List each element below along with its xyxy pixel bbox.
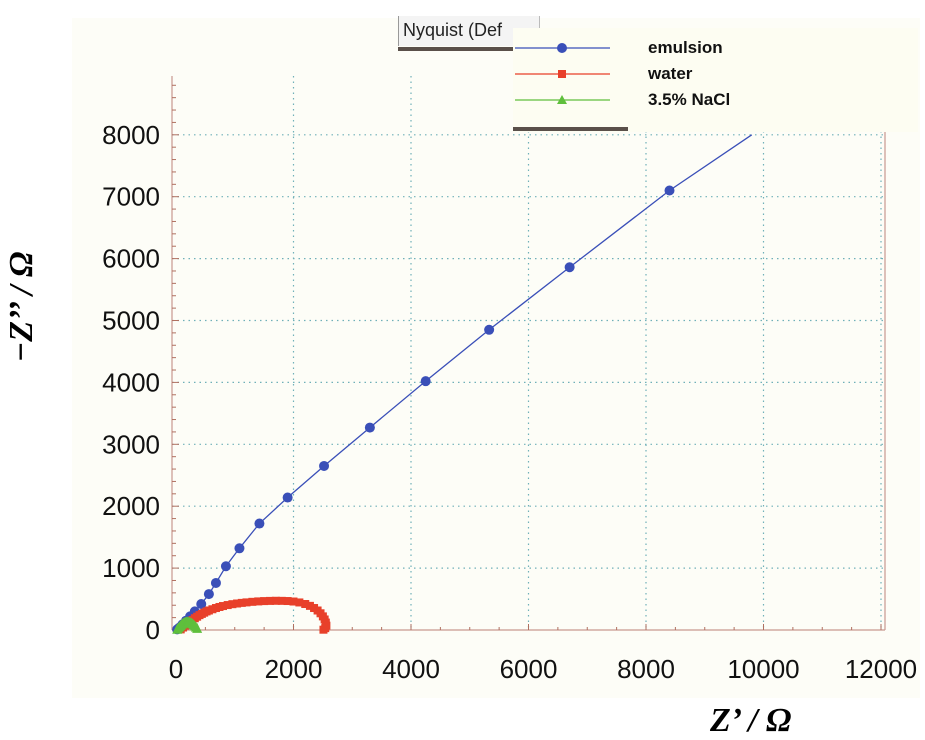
data-point-emulsion	[664, 185, 675, 196]
y-axis-title: −Z’’ / Ω	[3, 251, 40, 363]
chart-title-underline	[398, 47, 530, 51]
data-point-water	[289, 597, 298, 606]
data-point-emulsion	[282, 492, 293, 503]
y-tick-label: 6000	[102, 244, 160, 274]
legend-underline	[513, 127, 628, 131]
data-point-emulsion	[196, 599, 207, 610]
y-axis-title-wrap: −Z’’ / Ω	[2, 252, 42, 363]
chart-title: Nyquist (Def	[398, 16, 540, 46]
data-point-water	[223, 601, 232, 610]
data-point-water	[219, 602, 227, 611]
x-tick-label: 12000	[845, 654, 917, 684]
y-tick-label: 2000	[102, 491, 160, 521]
data-point-water	[277, 596, 286, 605]
data-point-emulsion	[254, 518, 265, 529]
data-point-water	[228, 600, 237, 609]
data-point-emulsion	[234, 543, 245, 554]
legend-swatch-emulsion	[515, 43, 610, 53]
data-point-water	[237, 598, 246, 607]
legend-label-emulsion: emulsion	[648, 38, 723, 57]
data-point-water	[271, 596, 280, 605]
data-point-water	[295, 598, 304, 607]
x-tick-label: 10000	[727, 654, 799, 684]
data-point-water	[248, 597, 257, 606]
y-tick-label: 5000	[102, 306, 160, 336]
data-point-emulsion	[220, 561, 231, 572]
x-tick-label: 4000	[382, 654, 440, 684]
y-tick-label: 4000	[102, 367, 160, 397]
data-point-emulsion	[420, 376, 431, 387]
data-point-emulsion	[364, 422, 375, 433]
legend-item-water: water	[513, 62, 918, 88]
data-point-water	[319, 625, 328, 634]
data-point-emulsion	[210, 577, 221, 588]
y-tick-label: 8000	[102, 120, 160, 150]
y-tick-label: 3000	[102, 429, 160, 459]
data-point-emulsion	[203, 589, 214, 600]
y-tick-label: 0	[146, 615, 160, 645]
data-point-water	[260, 597, 269, 606]
data-point-water	[254, 597, 263, 606]
x-tick-label: 2000	[265, 654, 323, 684]
data-point-water	[301, 600, 310, 609]
data-point-water	[266, 596, 274, 605]
data-point-water	[283, 597, 292, 606]
data-point-water	[305, 601, 314, 610]
y-tick-label: 7000	[102, 182, 160, 212]
legend-label-nacl: 3.5% NaCl	[648, 90, 731, 109]
data-point-emulsion	[564, 262, 575, 273]
legend-swatch-nacl	[515, 95, 610, 104]
data-point-water	[242, 598, 251, 607]
data-point-emulsion	[319, 460, 330, 471]
x-axis-title: Z’ / Ω	[710, 702, 792, 739]
x-tick-label: 8000	[617, 654, 675, 684]
legend: emulsion water 3.5% NaCl	[513, 28, 918, 132]
legend-item-nacl: 3.5% NaCl	[513, 88, 918, 114]
x-tick-label: 0	[169, 654, 183, 684]
data-point-3-5-nacl	[192, 622, 203, 633]
data-point-water	[233, 599, 242, 608]
y-tick-label: 1000	[102, 553, 160, 583]
legend-swatch-water	[515, 70, 610, 78]
x-tick-label: 6000	[500, 654, 558, 684]
legend-label-water: water	[648, 64, 693, 83]
legend-item-emulsion: emulsion	[513, 36, 918, 62]
data-point-emulsion	[484, 324, 495, 335]
